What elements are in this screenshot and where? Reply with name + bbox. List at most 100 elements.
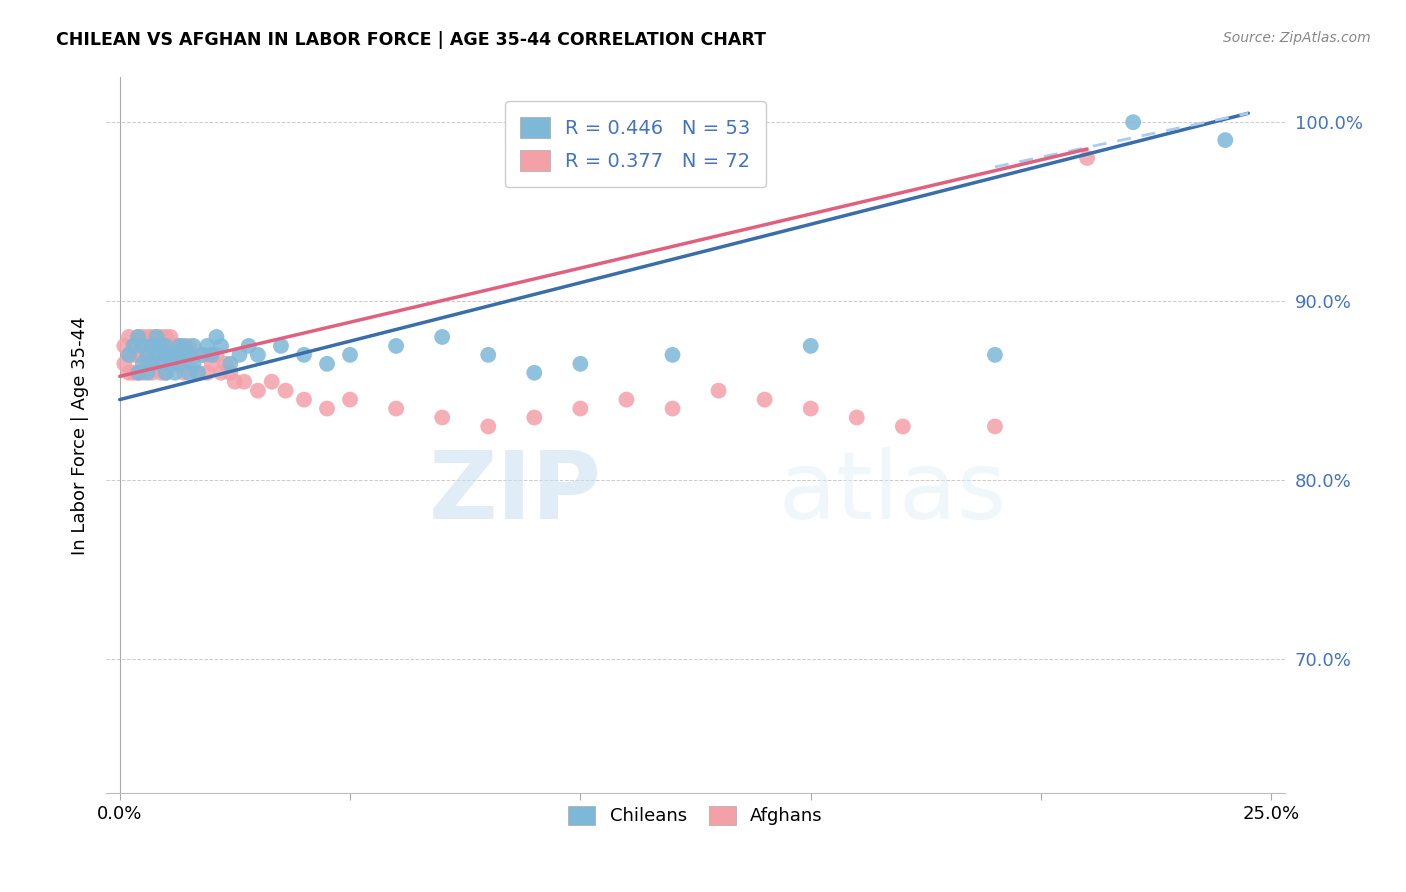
Point	[219, 357, 242, 371]
Point	[159, 357, 181, 371]
Point	[155, 330, 177, 344]
Point	[127, 366, 149, 380]
Point	[141, 330, 163, 344]
Point	[385, 401, 408, 416]
Point	[339, 392, 361, 407]
Point	[339, 348, 361, 362]
Point	[118, 330, 141, 344]
Point	[145, 330, 167, 344]
Point	[150, 339, 173, 353]
Point	[136, 330, 159, 344]
Point	[523, 366, 546, 380]
Point	[187, 366, 209, 380]
Point	[984, 419, 1007, 434]
Point	[195, 339, 218, 353]
Point	[477, 348, 499, 362]
Point	[177, 366, 200, 380]
Point	[141, 357, 163, 371]
Point	[173, 366, 195, 380]
Text: atlas: atlas	[778, 447, 1007, 539]
Point	[201, 357, 224, 371]
Point	[150, 357, 173, 371]
Point	[112, 357, 135, 371]
Point	[173, 348, 195, 362]
Point	[132, 366, 155, 380]
Point	[238, 339, 260, 353]
Point	[177, 339, 200, 353]
Point	[159, 348, 181, 362]
Point	[195, 366, 218, 380]
Point	[122, 366, 145, 380]
Point	[224, 375, 246, 389]
Point	[205, 330, 228, 344]
Point	[136, 366, 159, 380]
Point	[183, 348, 205, 362]
Point	[270, 339, 292, 353]
Point	[150, 366, 173, 380]
Point	[845, 410, 868, 425]
Point	[707, 384, 730, 398]
Point	[177, 357, 200, 371]
Point	[477, 419, 499, 434]
Point	[118, 366, 141, 380]
Point	[132, 330, 155, 344]
Point	[132, 357, 155, 371]
Point	[228, 348, 250, 362]
Point	[145, 330, 167, 344]
Point	[233, 375, 256, 389]
Point	[191, 348, 214, 362]
Point	[163, 357, 186, 371]
Point	[754, 392, 776, 407]
Point	[145, 348, 167, 362]
Point	[155, 339, 177, 353]
Text: ZIP: ZIP	[429, 447, 602, 539]
Point	[155, 366, 177, 380]
Point	[616, 392, 638, 407]
Point	[141, 348, 163, 362]
Point	[155, 339, 177, 353]
Point	[169, 339, 191, 353]
Point	[122, 339, 145, 353]
Point	[215, 357, 238, 371]
Point	[219, 366, 242, 380]
Point	[1076, 151, 1098, 165]
Point	[132, 339, 155, 353]
Point	[1213, 133, 1236, 147]
Point	[430, 330, 453, 344]
Point	[984, 348, 1007, 362]
Point	[169, 339, 191, 353]
Point	[430, 410, 453, 425]
Point	[136, 357, 159, 371]
Point	[136, 348, 159, 362]
Point	[292, 392, 315, 407]
Point	[246, 384, 269, 398]
Point	[187, 366, 209, 380]
Point	[122, 339, 145, 353]
Point	[159, 330, 181, 344]
Point	[661, 348, 683, 362]
Point	[155, 348, 177, 362]
Point	[127, 330, 149, 344]
Point	[155, 348, 177, 362]
Point	[112, 339, 135, 353]
Point	[136, 339, 159, 353]
Point	[127, 348, 149, 362]
Point	[177, 348, 200, 362]
Point	[661, 401, 683, 416]
Point	[209, 366, 232, 380]
Point	[118, 348, 141, 362]
Point	[205, 348, 228, 362]
Point	[163, 339, 186, 353]
Point	[145, 357, 167, 371]
Point	[150, 330, 173, 344]
Point	[274, 384, 297, 398]
Point	[150, 348, 173, 362]
Point	[292, 348, 315, 362]
Point	[1122, 115, 1144, 129]
Text: Source: ZipAtlas.com: Source: ZipAtlas.com	[1223, 31, 1371, 45]
Legend: Chileans, Afghans: Chileans, Afghans	[560, 797, 832, 834]
Point	[159, 348, 181, 362]
Point	[569, 401, 592, 416]
Point	[246, 348, 269, 362]
Point	[316, 357, 339, 371]
